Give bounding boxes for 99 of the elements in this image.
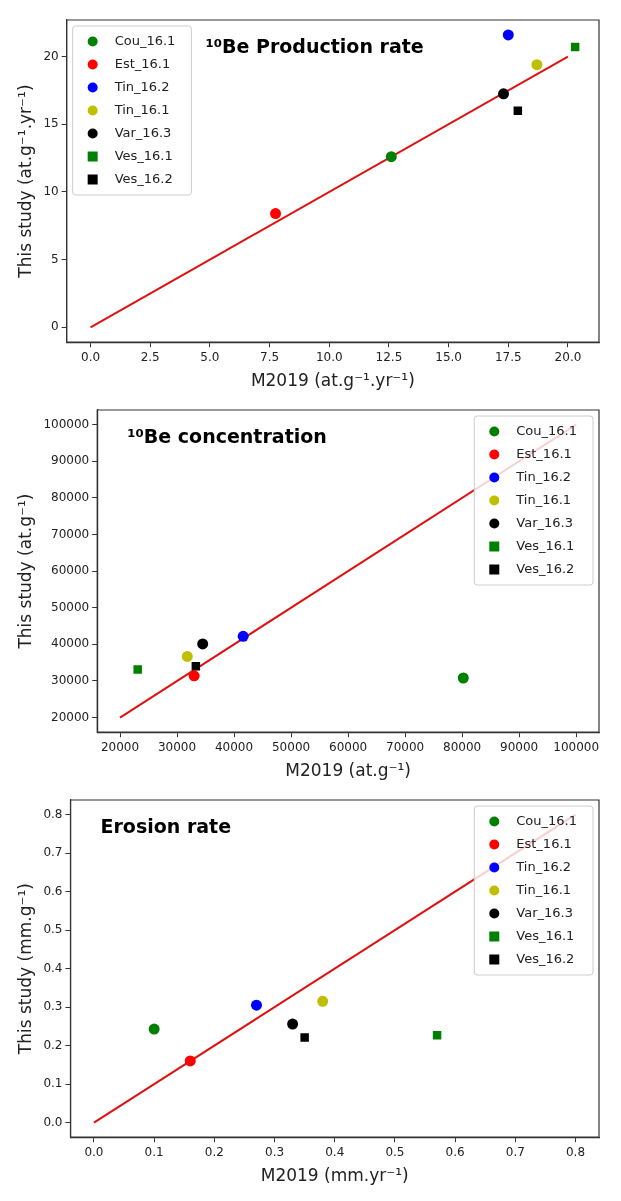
legend-label: Tin_16.1	[113, 101, 170, 117]
y-tick-label: 15	[43, 116, 59, 131]
x-tick-label: 10.0	[315, 349, 343, 364]
x-tick-label: 0.0	[80, 349, 101, 364]
y-tick-label: 20	[43, 48, 59, 63]
text: ¹⁰Be concentration	[127, 424, 327, 447]
x-tick-label: 70000	[386, 739, 425, 754]
point	[270, 208, 282, 220]
x-tick-label: 0.7	[505, 1144, 525, 1159]
point	[385, 151, 397, 163]
y-tick-label: 30000	[51, 673, 90, 688]
y-tick-label: 0.2	[43, 1037, 63, 1052]
y-tick-label: 0.5	[43, 922, 63, 937]
x-tick-label: 0.6	[445, 1144, 465, 1159]
legend-label: Ves_16.2	[114, 170, 173, 186]
y-axis-title: This study (at.g⁻¹)	[14, 493, 35, 650]
point	[250, 999, 262, 1011]
x-tick-label: 100000	[553, 739, 600, 754]
x-tick-label: 40000	[214, 739, 254, 754]
point	[531, 59, 543, 71]
x-tick-label: 0.0	[84, 1144, 104, 1159]
x-tick-label: 0.2	[204, 1144, 224, 1159]
x-tick-label: 20.0	[554, 349, 582, 364]
y-tick-label: 50000	[51, 599, 90, 614]
legend-label: Est_16.1	[516, 445, 572, 461]
x-tick-label: 20000	[100, 739, 140, 754]
y-tick-label: 0.8	[43, 806, 63, 821]
x-tick-label: 7.5	[260, 349, 280, 364]
x-tick-label: 30000	[157, 739, 197, 754]
y-tick-label: 0.6	[43, 883, 63, 898]
legend-label: Cou_16.1	[516, 422, 577, 438]
x-tick-label: 0.1	[144, 1144, 164, 1159]
y-tick-label: 10	[43, 184, 59, 199]
legend-label: Cou_16.1	[114, 32, 176, 48]
point	[513, 106, 523, 115]
point	[498, 88, 510, 100]
y-axis-title: This study (mm.g⁻¹)	[14, 883, 35, 1056]
legend-label: Ves_16.2	[516, 560, 575, 576]
point	[300, 1033, 309, 1042]
x-tick-label: 0.5	[385, 1144, 405, 1159]
x-tick-label: 50000	[271, 739, 311, 754]
legend-label: Ves_16.1	[516, 927, 575, 943]
y-tick-label: 0.1	[43, 1076, 63, 1091]
legend-label: Ves_16.1	[114, 147, 173, 163]
text: ¹⁰Be Production rate	[205, 34, 424, 57]
y-tick-label: 20000	[51, 709, 90, 724]
y-tick-label: 70000	[51, 526, 90, 541]
x-tick-label: 0.3	[265, 1144, 285, 1159]
y-tick-label: 0	[51, 319, 59, 334]
x-axis-title: M2019 (at.g⁻¹.yr⁻¹)	[250, 370, 415, 391]
x-tick-label: 0.4	[325, 1144, 345, 1159]
point	[457, 672, 469, 684]
point	[148, 1023, 160, 1035]
y-tick-label: 40000	[51, 636, 90, 651]
y-tick-label: 80000	[51, 490, 90, 504]
x-tick-label: 80000	[443, 739, 482, 754]
x-axis-title: M2019 (mm.yr⁻¹)	[260, 1165, 409, 1186]
y-axis-title: This study (at.g⁻¹.yr⁻¹)	[14, 84, 35, 279]
point	[191, 662, 201, 671]
y-tick-label: 90000	[51, 453, 90, 468]
point	[133, 665, 142, 674]
text: Erosion rate	[100, 814, 232, 837]
x-tick-label: 2.5	[140, 349, 160, 364]
legend-label: Var_16.3	[114, 124, 172, 140]
legend-label: Tin_16.2	[515, 858, 572, 874]
legend-label: Cou_16.1	[516, 812, 577, 828]
point	[317, 995, 329, 1007]
y-tick-label: 0.0	[43, 1114, 63, 1129]
x-tick-label: 0.8	[565, 1144, 586, 1159]
point	[237, 630, 249, 642]
legend-label: Var_16.3	[516, 904, 573, 920]
point	[188, 670, 200, 682]
y-tick-label: 0.3	[43, 999, 63, 1014]
legend-label: Est_16.1	[516, 835, 572, 851]
legend-label: Ves_16.2	[516, 950, 575, 966]
x-tick-label: 90000	[500, 739, 539, 754]
point	[502, 29, 514, 41]
y-tick-label: 0.7	[43, 845, 63, 860]
point	[184, 1055, 196, 1067]
x-tick-label: 17.5	[494, 349, 522, 364]
point	[287, 1018, 299, 1030]
legend-label: Tin_16.2	[515, 468, 572, 484]
x-tick-label: 15.0	[435, 349, 462, 364]
x-tick-label: 12.5	[375, 349, 403, 364]
x-tick-label: 5.0	[200, 349, 220, 364]
point	[181, 650, 193, 662]
y-tick-label: 5	[51, 251, 59, 266]
y-tick-label: 60000	[51, 563, 90, 578]
legend-label: Var_16.3	[516, 514, 573, 530]
legend-label: Ves_16.1	[516, 537, 575, 553]
y-tick-label: 100000	[43, 416, 90, 431]
point	[197, 638, 209, 650]
x-axis-title: M2019 (at.g⁻¹)	[285, 760, 411, 781]
legend-label: Tin_16.1	[515, 491, 572, 507]
y-tick-label: 0.4	[43, 960, 63, 975]
legend-label: Est_16.1	[114, 55, 171, 71]
legend-label: Tin_16.2	[113, 78, 170, 94]
x-tick-label: 60000	[329, 739, 368, 754]
legend-label: Tin_16.1	[515, 881, 572, 897]
